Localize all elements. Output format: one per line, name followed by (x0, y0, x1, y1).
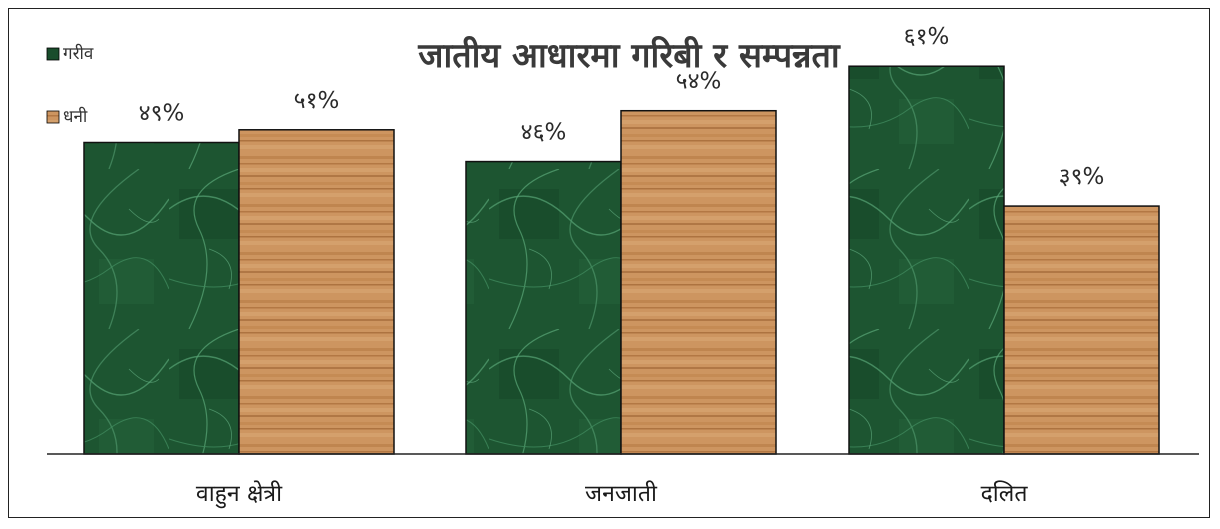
data-labels-group: ४९% ५१% ४६% ५४% ६१% ३९% (139, 24, 1105, 190)
data-label-poor-0: ४९% (139, 101, 185, 127)
bars-group (83, 65, 1160, 455)
bar-poor-0 (83, 141, 240, 455)
x-axis-tick-labels: वाहुन क्षेत्री जनजाती दलित (196, 480, 1028, 509)
data-label-rich-0: ५१% (294, 88, 340, 114)
bar-rich-0 (238, 129, 395, 455)
chart-title: जातीय आधारमा गरिबी र सम्पन्नता (417, 35, 841, 76)
x-tick-label-2: दलित (981, 480, 1029, 507)
legend-label-poor: गरीव (63, 43, 94, 64)
data-label-rich-2: ३९% (1059, 164, 1105, 190)
chart-frame: जातीय आधारमा गरिबी र सम्पन्नता गरीव धनी … (8, 8, 1210, 518)
legend-swatch-poor (46, 47, 60, 61)
bar-poor-2 (848, 65, 1005, 455)
data-label-poor-2: ६१% (904, 24, 950, 50)
x-tick-label-0: वाहुन क्षेत्री (196, 480, 283, 509)
bar-rich-2 (1003, 205, 1160, 455)
data-label-poor-1: ४६% (521, 120, 567, 146)
bar-rich-1 (620, 109, 777, 455)
data-label-rich-1: ५४% (676, 69, 722, 95)
x-tick-label-1: जनजाती (585, 480, 658, 507)
bar-poor-1 (465, 160, 622, 455)
legend-swatch-rich (46, 110, 60, 124)
bar-chart: जातीय आधारमा गरिबी र सम्पन्नता गरीव धनी … (46, 24, 1199, 509)
legend: गरीव धनी (46, 43, 94, 127)
legend-label-rich: धनी (63, 106, 88, 127)
